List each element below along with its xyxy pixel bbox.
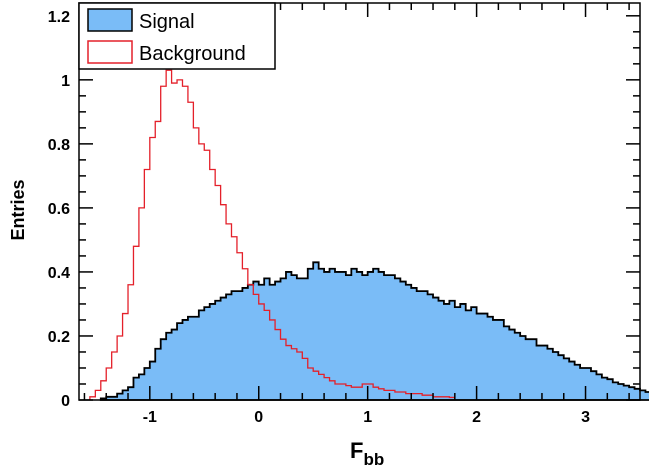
legend-label-signal: Signal: [139, 11, 195, 33]
legend-swatch-signal: [87, 8, 133, 32]
x-tick-label: -1: [143, 409, 157, 426]
y-tick-label: 0.4: [48, 265, 70, 282]
x-tick-label: 1: [363, 409, 372, 426]
x-axis-title: Fbb: [350, 438, 384, 468]
y-tick-label: 0.2: [48, 329, 70, 346]
histogram-background: [89, 69, 456, 400]
y-axis-title: Entries: [8, 179, 28, 240]
legend: Signal Background: [78, 2, 276, 70]
axes: -1 0 1 2 3 0 0.2 0.4 0.6 0.8 1 1.2: [48, 2, 641, 426]
y-tick-label: 0.8: [48, 137, 70, 154]
x-tick-label: 0: [254, 409, 263, 426]
x-tick-label: 2: [472, 409, 481, 426]
x-tick-label: 3: [581, 409, 590, 426]
svg-text:Fbb: Fbb: [350, 438, 384, 468]
y-tick-label: 1: [61, 73, 70, 90]
y-tick-label: 0.6: [48, 201, 70, 218]
x-axis-label: F: [350, 438, 363, 463]
legend-label-background: Background: [139, 43, 246, 65]
plot-area: [89, 69, 649, 401]
y-tick-label: 1.2: [48, 9, 70, 26]
plot-frame: [78, 2, 641, 401]
y-axis-label: Entries: [8, 179, 28, 240]
legend-swatch-background: [87, 40, 133, 64]
histogram-signal: [99, 261, 649, 401]
x-axis-label-subscript: bb: [363, 450, 384, 468]
y-tick-label: 0: [61, 393, 70, 410]
